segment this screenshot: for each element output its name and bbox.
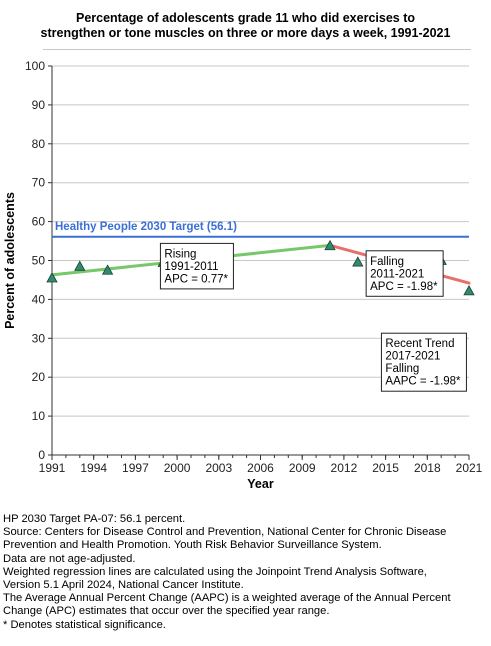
footnote-line: Data are not age-adjusted. [3, 552, 136, 565]
y-tick-label: 30 [32, 331, 46, 345]
chart-title: Percentage of adolescents grade 11 who d… [0, 11, 491, 41]
x-tick-label: 1991 [39, 461, 66, 475]
y-tick-label: 80 [32, 137, 46, 151]
y-tick-label: 50 [32, 254, 46, 268]
annotation-text: Recent Trend [385, 338, 454, 350]
annotation-text: APC = 0.77* [164, 273, 228, 285]
target-label: Healthy People 2030 Target (56.1) [55, 221, 237, 233]
chart-title-line-2: strengthen or tone muscles on three or m… [40, 26, 451, 40]
footnotes: HP 2030 Target PA-07: 56.1 percent. Sour… [3, 513, 489, 632]
y-tick-label: 20 [32, 370, 46, 384]
footnote-line: HP 2030 Target PA-07: 56.1 percent. [3, 513, 186, 525]
footnote-line: Prevention and Health Promotion. Youth R… [3, 539, 382, 552]
annotation-box [159, 242, 234, 290]
x-axis-label: Year [247, 477, 274, 491]
annotation-text: Falling [370, 256, 404, 268]
x-tick-label: 2012 [331, 461, 358, 475]
annotation-text: 2017-2021 [385, 351, 440, 363]
y-tick-label: 40 [32, 292, 46, 306]
annotation-text: Falling [385, 363, 419, 375]
data-point-triangle [46, 272, 58, 283]
annotation-text: APC = -1.98* [370, 281, 438, 293]
x-tick-label: 1994 [80, 461, 107, 475]
y-tick-label: 10 [32, 409, 46, 423]
annotation-box [380, 332, 467, 392]
x-tick-label: 2003 [205, 461, 232, 475]
y-tick-label: 60 [32, 215, 46, 229]
annotation-text: 2011-2021 [370, 268, 424, 280]
x-tick-label: 2015 [372, 461, 399, 475]
data-point-triangle [74, 260, 86, 271]
footnote-line: Change (APC) estimates that occur over t… [3, 605, 330, 618]
x-tick-label: 1997 [122, 461, 149, 475]
x-tick-label: 2009 [289, 461, 316, 475]
y-axis-label: Percent of adolescents [3, 192, 17, 329]
title-divider [43, 49, 471, 50]
x-tick-label: 2018 [414, 461, 441, 475]
footnote-line: Version 5.1 April 2024, National Cancer … [3, 579, 244, 592]
y-tick-label: 90 [32, 98, 46, 112]
chart-title-line-1: Percentage of adolescents grade 11 who d… [75, 11, 416, 25]
footnote-line: * Denotes statistical significance. [3, 618, 166, 631]
y-tick-label: 0 [38, 448, 45, 462]
y-tick-label: 70 [32, 176, 46, 190]
footnote-line: Weighted regression lines are calculated… [3, 565, 427, 578]
data-point-triangle [352, 256, 364, 267]
annotation-text: Rising [164, 248, 196, 260]
footnote-line: Source: Centers for Disease Control and … [3, 526, 447, 539]
data-point-triangle [101, 264, 114, 275]
x-tick-label: 2021 [456, 461, 483, 475]
annotation-text: AAPC = -1.98* [385, 376, 461, 388]
data-point-triangle [324, 239, 336, 251]
y-tick-label: 100 [25, 59, 45, 73]
footnote-line: The Average Annual Percent Change (AAPC)… [3, 592, 451, 605]
annotation-box [365, 250, 444, 297]
annotation-text: 1991-2011 [164, 261, 218, 273]
x-tick-label: 2006 [247, 461, 274, 475]
data-point-triangle [463, 285, 475, 296]
x-tick-label: 2000 [164, 461, 191, 475]
chart-plot: 0 10 20 30 40 50 60 70 80 90 100 1991 1994 1997 2000 20… [3, 59, 483, 491]
